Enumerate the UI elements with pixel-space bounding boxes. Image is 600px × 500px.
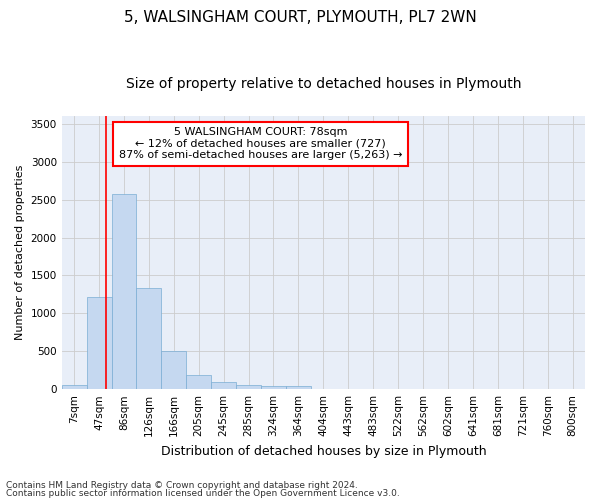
Y-axis label: Number of detached properties: Number of detached properties (15, 165, 25, 340)
Text: 5, WALSINGHAM COURT, PLYMOUTH, PL7 2WN: 5, WALSINGHAM COURT, PLYMOUTH, PL7 2WN (124, 10, 476, 25)
Bar (211, 382, 236, 389)
Bar (161, 352, 186, 389)
Text: Contains public sector information licensed under the Open Government Licence v3: Contains public sector information licen… (6, 488, 400, 498)
Bar (86, 296, 112, 389)
Bar (186, 375, 211, 389)
Bar (261, 386, 286, 389)
X-axis label: Distribution of detached houses by size in Plymouth: Distribution of detached houses by size … (161, 444, 486, 458)
Bar (62, 386, 86, 389)
Text: Contains HM Land Registry data © Crown copyright and database right 2024.: Contains HM Land Registry data © Crown c… (6, 481, 358, 490)
Title: Size of property relative to detached houses in Plymouth: Size of property relative to detached ho… (125, 78, 521, 92)
Bar (286, 386, 311, 389)
Bar (112, 194, 136, 389)
Bar (236, 386, 261, 389)
Text: 5 WALSINGHAM COURT: 78sqm
← 12% of detached houses are smaller (727)
87% of semi: 5 WALSINGHAM COURT: 78sqm ← 12% of detac… (119, 127, 402, 160)
Bar (136, 288, 161, 389)
